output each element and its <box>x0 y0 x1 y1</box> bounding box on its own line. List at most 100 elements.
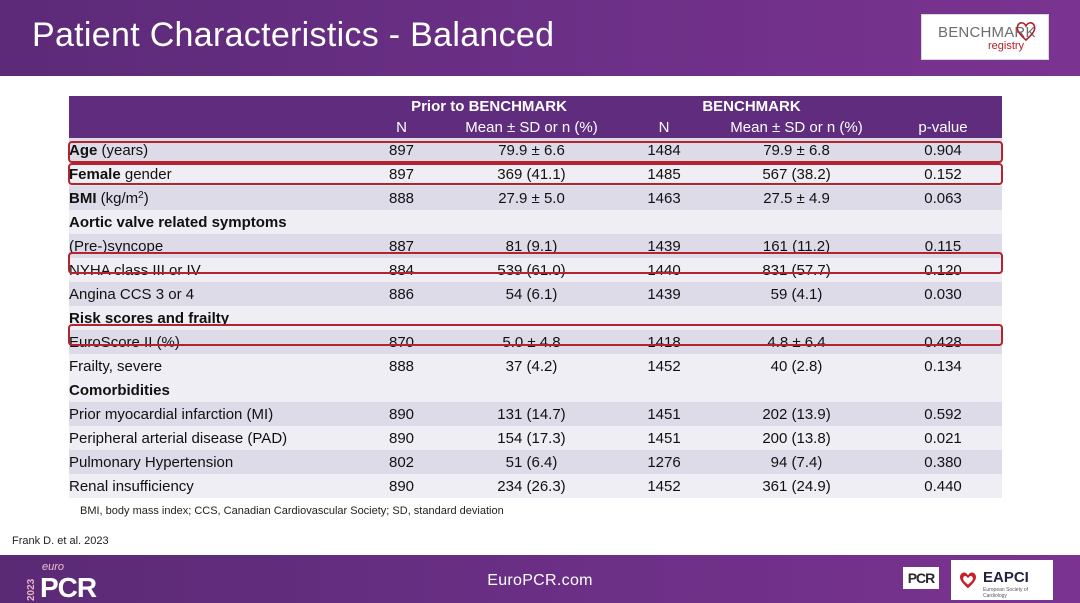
header-mean-benchmark: Mean ± SD or n (%) <box>709 117 885 138</box>
cell-n-prior: 890 <box>359 474 444 498</box>
row-label: Female gender <box>69 162 359 186</box>
cell-value-benchmark: 27.5 ± 4.9 <box>709 186 885 210</box>
cell-n-benchmark: 1452 <box>619 354 709 378</box>
table-row-nyha: NYHA class III or IV 884 539 (61.0) 1440… <box>69 258 1003 282</box>
logo-euro: euro <box>42 561 65 573</box>
row-label: Frailty, severe <box>69 354 359 378</box>
cell-n-prior: 890 <box>359 402 444 426</box>
heart-icon <box>1016 22 1036 42</box>
eapci-logo-subtext: European Society of Cardiology <box>983 587 1029 599</box>
table-section-aortic: Aortic valve related symptoms <box>69 210 1003 234</box>
cell-n-benchmark: 1485 <box>619 162 709 186</box>
row-label: (Pre-)syncope <box>69 234 359 258</box>
slide-title: Patient Characteristics - Balanced <box>32 16 555 54</box>
heart-icon <box>960 572 976 589</box>
table-row-female: Female gender 897 369 (41.1) 1485 567 (3… <box>69 162 1003 186</box>
cell-value-prior: 539 (61.0) <box>444 258 619 282</box>
cell-value-prior: 79.9 ± 6.6 <box>444 138 619 162</box>
cell-value-prior: 54 (6.1) <box>444 282 619 306</box>
benchmark-logo-subtext: registry <box>988 40 1025 52</box>
cell-n-benchmark: 1463 <box>619 186 709 210</box>
cell-n-prior: 888 <box>359 354 444 378</box>
cell-p-value: 0.380 <box>884 450 1003 474</box>
cell-value-prior: 5.0 ± 4.8 <box>444 330 619 354</box>
cell-p-value: 0.063 <box>884 186 1003 210</box>
cell-p-value: 0.120 <box>884 258 1003 282</box>
cell-n-prior: 887 <box>359 234 444 258</box>
section-title: Comorbidities <box>69 378 1003 402</box>
cell-value-prior: 154 (17.3) <box>444 426 619 450</box>
row-label: Peripheral arterial disease (PAD) <box>69 426 359 450</box>
cell-n-prior: 886 <box>359 282 444 306</box>
row-label-superscript: 2 <box>138 189 144 201</box>
cell-p-value: 0.030 <box>884 282 1003 306</box>
row-label-rest: gender <box>120 165 172 183</box>
table-row-age: Age (years) 897 79.9 ± 6.6 1484 79.9 ± 6… <box>69 138 1003 162</box>
eapci-logo-text: EAPCI <box>983 569 1029 586</box>
cell-value-benchmark: 59 (4.1) <box>709 282 885 306</box>
header-n-benchmark: N <box>619 117 709 138</box>
cell-value-prior: 37 (4.2) <box>444 354 619 378</box>
cell-n-benchmark: 1418 <box>619 330 709 354</box>
footer-bar: 2023 euro PCR EuroPCR.com PCR EAPCI Euro… <box>0 555 1080 603</box>
row-label-tail: ) <box>143 189 149 207</box>
table-row-frailty: Frailty, severe 888 37 (4.2) 1452 40 (2.… <box>69 354 1003 378</box>
cell-n-benchmark: 1451 <box>619 402 709 426</box>
benchmark-logo: BENCHMARK registry <box>921 14 1049 60</box>
row-label: EuroScore II (%) <box>69 330 359 354</box>
cell-p-value: 0.152 <box>884 162 1003 186</box>
table-column-header: N Mean ± SD or n (%) N Mean ± SD or n (%… <box>69 117 1003 138</box>
row-label: Age (years) <box>69 138 359 162</box>
cell-n-benchmark: 1276 <box>619 450 709 474</box>
title-bar: Patient Characteristics - Balanced BENCH… <box>0 0 1080 76</box>
cell-n-prior: 802 <box>359 450 444 474</box>
table-row-bmi: BMI (kg/m2) 888 27.9 ± 5.0 1463 27.5 ± 4… <box>69 186 1003 210</box>
table-row-euroscore: EuroScore II (%) 870 5.0 ± 4.8 1418 4.8 … <box>69 330 1003 354</box>
cell-value-prior: 234 (26.3) <box>444 474 619 498</box>
table-row-syncope: (Pre-)syncope 887 81 (9.1) 1439 161 (11.… <box>69 234 1003 258</box>
cell-p-value: 0.904 <box>884 138 1003 162</box>
header-p-value: p-value <box>884 117 1003 138</box>
header-prior-to-benchmark: Prior to BENCHMARK <box>359 96 619 117</box>
row-label: Prior myocardial infarction (MI) <box>69 402 359 426</box>
cell-n-prior: 884 <box>359 258 444 282</box>
cell-n-benchmark: 1439 <box>619 234 709 258</box>
cell-n-prior: 870 <box>359 330 444 354</box>
reference-citation: Frank D. et al. 2023 <box>12 535 109 547</box>
row-label: NYHA class III or IV <box>69 258 359 282</box>
table-group-header: Prior to BENCHMARK BENCHMARK <box>69 96 1003 117</box>
abbreviation-footnote: BMI, body mass index; CCS, Canadian Card… <box>80 505 504 517</box>
cell-p-value: 0.115 <box>884 234 1003 258</box>
header-mean-prior: Mean ± SD or n (%) <box>444 117 619 138</box>
cell-n-prior: 888 <box>359 186 444 210</box>
cell-p-value: 0.428 <box>884 330 1003 354</box>
cell-value-benchmark: 40 (2.8) <box>709 354 885 378</box>
cell-p-value: 0.440 <box>884 474 1003 498</box>
patient-characteristics-table: Prior to BENCHMARK BENCHMARK N Mean ± SD… <box>69 96 1003 498</box>
cell-p-value: 0.134 <box>884 354 1003 378</box>
logo-pcr: PCR <box>40 572 97 603</box>
table-section-comorbidities: Comorbidities <box>69 378 1003 402</box>
cell-n-prior: 890 <box>359 426 444 450</box>
cell-n-benchmark: 1439 <box>619 282 709 306</box>
cell-value-benchmark: 831 (57.7) <box>709 258 885 282</box>
cell-value-prior: 51 (6.4) <box>444 450 619 474</box>
table-section-risk: Risk scores and frailty <box>69 306 1003 330</box>
cell-n-prior: 897 <box>359 138 444 162</box>
cell-n-prior: 897 <box>359 162 444 186</box>
table-row-mi: Prior myocardial infarction (MI) 890 131… <box>69 402 1003 426</box>
europcr-logo: 2023 euro PCR <box>24 559 114 603</box>
cell-value-prior: 27.9 ± 5.0 <box>444 186 619 210</box>
cell-p-value: 0.021 <box>884 426 1003 450</box>
row-label-bold: Female <box>69 165 121 183</box>
cell-n-benchmark: 1484 <box>619 138 709 162</box>
cell-n-benchmark: 1452 <box>619 474 709 498</box>
cell-value-prior: 369 (41.1) <box>444 162 619 186</box>
cell-n-benchmark: 1451 <box>619 426 709 450</box>
header-benchmark: BENCHMARK <box>619 96 885 117</box>
section-title: Aortic valve related symptoms <box>69 210 1003 234</box>
table-row-pulmonary-hypertension: Pulmonary Hypertension 802 51 (6.4) 1276… <box>69 450 1003 474</box>
cell-value-benchmark: 79.9 ± 6.8 <box>709 138 885 162</box>
pcr-badge-logo: PCR <box>903 567 939 589</box>
cell-value-benchmark: 94 (7.4) <box>709 450 885 474</box>
